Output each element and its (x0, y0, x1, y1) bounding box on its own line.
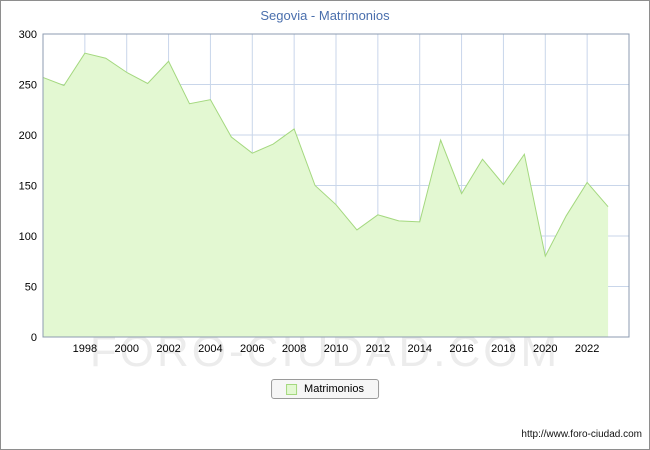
y-tick-label: 200 (19, 130, 37, 142)
x-tick-label: 2000 (114, 343, 138, 355)
chart-title: Segovia - Matrimonios (260, 8, 390, 23)
x-tick-label: 2010 (324, 343, 348, 355)
x-tick-label: 2008 (282, 343, 306, 355)
y-tick-label: 50 (25, 282, 37, 294)
x-tick-label: 2012 (366, 343, 390, 355)
x-tick-label: 2022 (575, 343, 599, 355)
y-tick-label: 300 (19, 29, 37, 41)
legend-label: Matrimonios (304, 383, 364, 395)
x-tick-label: 2004 (198, 343, 222, 355)
y-tick-label: 150 (19, 181, 37, 193)
chart-svg: 0 50 100 150 200 250 300 1998 2000 2002 2004 2006 20… (19, 29, 630, 355)
area-outline (42, 52, 609, 258)
x-tick-label: 1998 (73, 343, 97, 355)
x-tick-label: 2020 (533, 343, 557, 355)
legend: Matrimonios (271, 379, 379, 399)
x-tick-label: 2002 (156, 343, 180, 355)
plot-border (42, 33, 630, 338)
x-tick-label: 2016 (449, 343, 473, 355)
legend-swatch-matrimonios (286, 383, 298, 395)
x-tick-label: 2006 (240, 343, 264, 355)
x-tick-label: 2018 (491, 343, 515, 355)
y-tick-label: 250 (19, 80, 37, 92)
y-tick-label: 0 (31, 332, 37, 344)
source-url: http://www.foro-ciudad.com (521, 429, 642, 440)
y-tick-label: 100 (19, 231, 37, 243)
x-tick-label: 2014 (407, 343, 431, 355)
